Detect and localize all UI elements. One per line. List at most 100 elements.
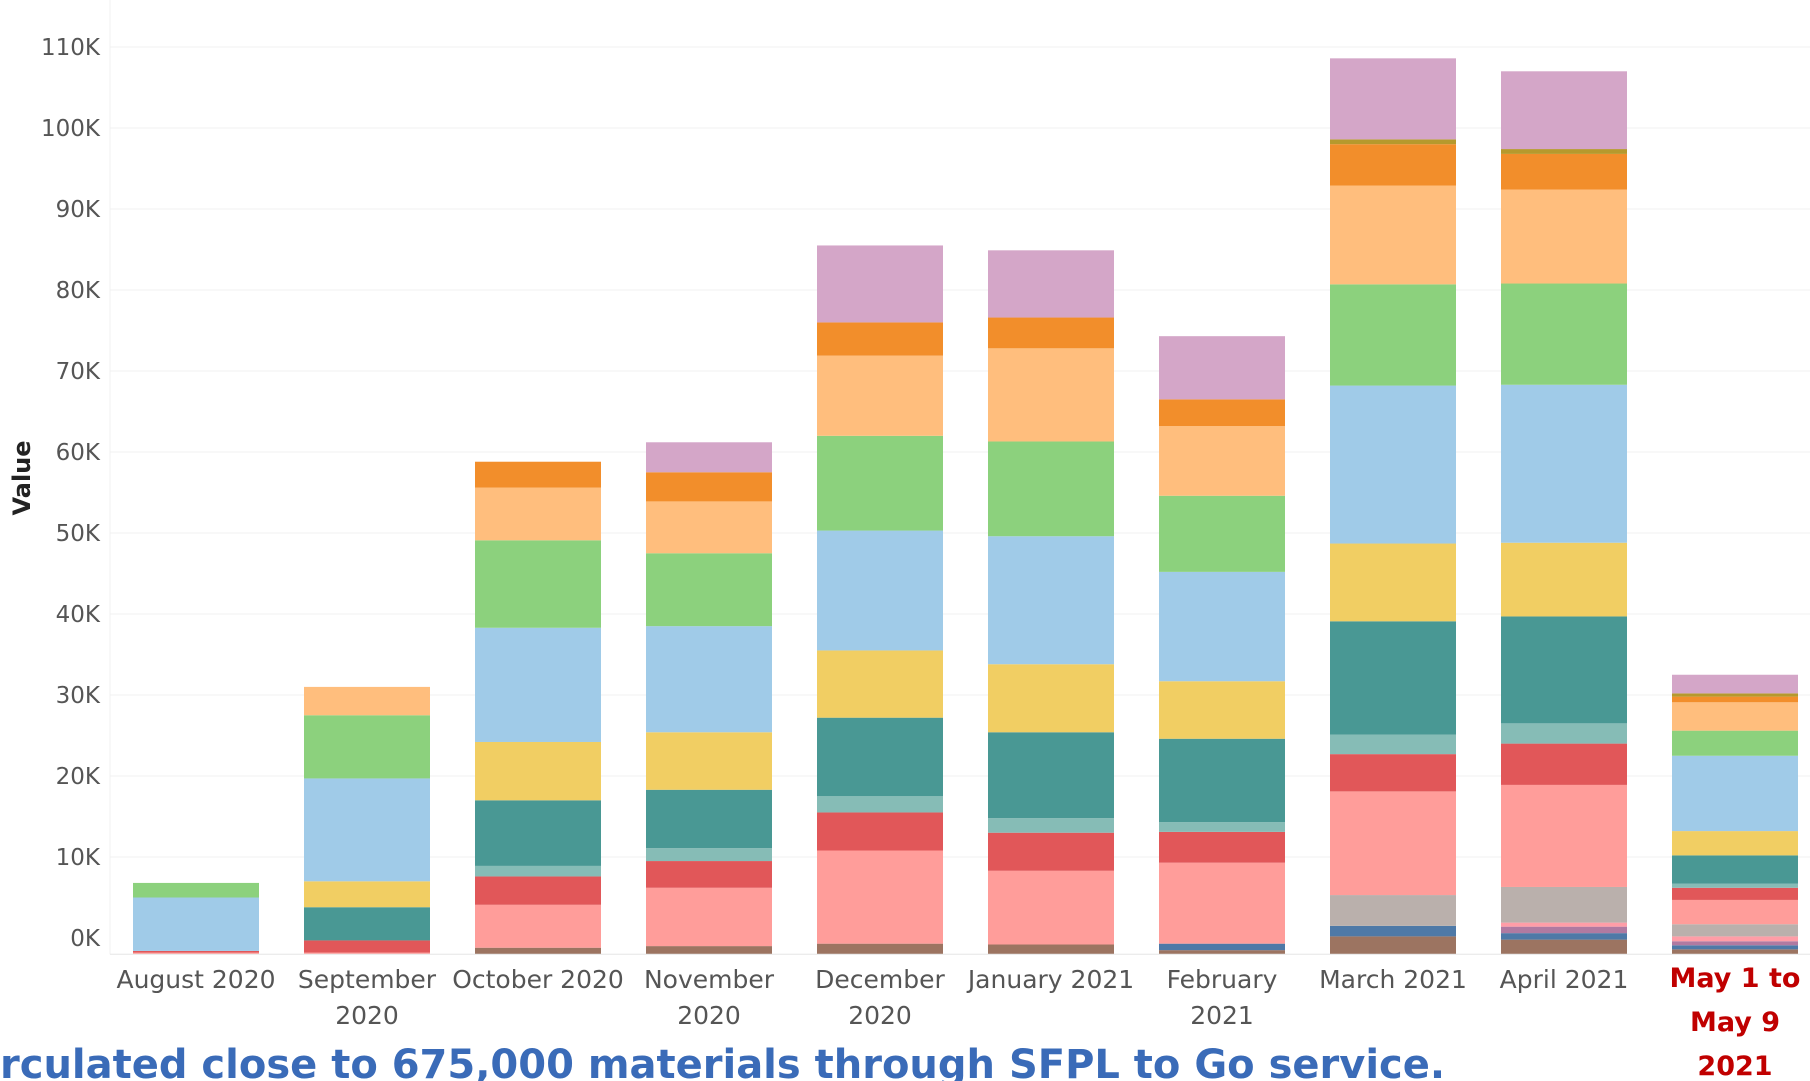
bar-segment	[475, 627, 601, 742]
bar-segment	[133, 952, 259, 955]
bar-segment	[988, 441, 1114, 537]
bar-segment	[1159, 495, 1285, 572]
bar-segment	[133, 882, 259, 898]
bar-segment	[475, 800, 601, 866]
bar-segment	[1330, 543, 1456, 622]
y-tick-label: 110K	[41, 35, 101, 61]
bar-segment	[646, 442, 772, 473]
bar-segment	[304, 952, 430, 955]
bar-segment	[988, 664, 1114, 733]
x-tick-label-line: October 2020	[452, 965, 624, 994]
bar-segment	[1159, 738, 1285, 823]
bar-segment	[1501, 384, 1627, 543]
bar-segment	[133, 897, 259, 951]
bar-segment	[1501, 189, 1627, 284]
bar-segment	[1159, 862, 1285, 944]
bar-segment	[1672, 855, 1798, 884]
x-tick-label: December 2020	[815, 965, 945, 1030]
bar-segment	[304, 907, 430, 941]
bar-segment	[646, 848, 772, 862]
bar-segment	[1330, 734, 1456, 755]
bar-stack	[988, 250, 1114, 955]
bar-segment	[1672, 924, 1798, 937]
y-tick-label: 40K	[56, 602, 101, 628]
x-tick-label: November 2020	[644, 965, 775, 1030]
bar-segment	[1501, 926, 1627, 934]
bar-segment	[1330, 925, 1456, 937]
bar-segment	[988, 732, 1114, 819]
bar-segment	[1159, 943, 1285, 951]
bar-segment	[817, 812, 943, 851]
x-tick-label-line: 2021	[1190, 1001, 1254, 1030]
bar-segment	[475, 865, 601, 877]
bar-segment	[1501, 616, 1627, 724]
bar-segment	[988, 944, 1114, 955]
bar-segment	[1330, 284, 1456, 386]
bar-stack	[646, 442, 772, 955]
bar-segment	[817, 717, 943, 797]
y-tick-label: 80K	[56, 278, 101, 304]
bar-segment	[304, 940, 430, 953]
bar-segment	[817, 530, 943, 651]
bar-stack	[475, 461, 601, 955]
x-tick-label-line: 2020	[335, 1001, 399, 1030]
x-tick-label: April 2021	[1500, 965, 1629, 994]
bar-segment	[1672, 674, 1798, 694]
bar-segment	[988, 818, 1114, 833]
x-tick-label-line: 2021	[1697, 1051, 1772, 1081]
bar-segment	[817, 796, 943, 813]
bar-segment	[988, 870, 1114, 945]
bar-stack	[133, 882, 259, 955]
bar-segment	[1672, 696, 1798, 703]
bar-segment	[1501, 153, 1627, 190]
x-axis: August 2020 September 2020 October 2020 Nove…	[116, 963, 1800, 1081]
caption-text: rculated close to 675,000 materials thro…	[0, 1042, 1445, 1081]
bar-segment	[1159, 681, 1285, 739]
bar-segment	[475, 904, 601, 948]
bar-segment	[1501, 283, 1627, 385]
bar-stack	[1330, 58, 1456, 955]
bar-segment	[1501, 939, 1627, 955]
bar-segment	[304, 881, 430, 908]
bar-segment	[1330, 139, 1456, 145]
bar-segment	[1159, 571, 1285, 682]
x-tick-label-line: January 2021	[966, 965, 1134, 994]
bar-segment	[988, 250, 1114, 318]
x-tick-label-line: 2020	[848, 1001, 912, 1030]
bar-segment	[475, 876, 601, 905]
bar-segment	[1501, 922, 1627, 927]
bar-segment	[1672, 831, 1798, 856]
bar-segment	[304, 715, 430, 779]
bar-segment	[475, 947, 601, 955]
bar-segment	[988, 348, 1114, 442]
bar-segment	[1330, 185, 1456, 285]
y-tick-label: 60K	[56, 440, 101, 466]
x-tick-label: January 2021	[966, 965, 1134, 994]
y-tick-label: 70K	[56, 359, 101, 385]
bar-segment	[646, 501, 772, 554]
bar-segment	[1672, 693, 1798, 697]
y-tick-label: 90K	[56, 197, 101, 223]
bar-segment	[817, 355, 943, 436]
bar-segment	[817, 943, 943, 955]
bar-segment	[475, 461, 601, 488]
bar-stack	[817, 245, 943, 955]
bar-segment	[646, 789, 772, 849]
bar-segment	[1672, 883, 1798, 888]
bar-segment	[988, 317, 1114, 349]
bar-segment	[817, 245, 943, 323]
bar-segment	[817, 650, 943, 718]
bar-segment	[817, 322, 943, 356]
x-tick-label-line: February	[1167, 965, 1278, 994]
x-tick-label-line: May 1 to	[1670, 963, 1801, 994]
bar-segment	[1501, 933, 1627, 940]
x-tick-label-line: May 9	[1690, 1007, 1780, 1038]
y-axis: 0K 10K 20K 30K 40K 50K 60K 70K 80K 90K 100K 110K	[41, 0, 111, 955]
bar-segment	[1159, 822, 1285, 832]
bar-segment	[1501, 542, 1627, 617]
bar-segment	[1330, 144, 1456, 186]
bar-segment	[646, 732, 772, 790]
bar-segment	[475, 540, 601, 628]
bar-segment	[646, 861, 772, 888]
bar-segment	[1501, 886, 1627, 923]
